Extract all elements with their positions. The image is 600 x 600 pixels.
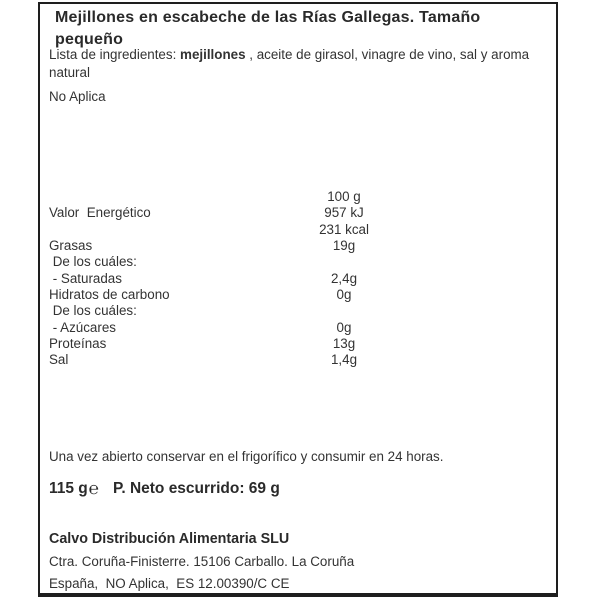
nutrient-value: 0g: [336, 319, 352, 335]
nutrition-row-salt: Sal 1,4g: [49, 352, 551, 368]
ingredient-highlighted: mejillones: [180, 47, 246, 62]
nutrient-value: 2,4g: [330, 270, 358, 286]
estimated-sign-icon: ℮: [88, 479, 99, 498]
nutrition-table: 100 g Valor Energético 957 kJ 231 kcal G…: [49, 189, 551, 369]
nutrient-value: [289, 254, 399, 270]
nutrition-row-energy-kcal: 231 kcal: [49, 222, 551, 238]
nutrition-column-header: 100 g: [327, 189, 361, 204]
ingredients-prefix: Lista de ingredientes:: [49, 47, 181, 62]
manufacturer-block: Calvo Distribución Alimentaria SLU Ctra.…: [49, 528, 551, 596]
nutrient-value: 1,4g: [330, 352, 358, 368]
nutrition-row-protein: Proteínas 13g: [49, 336, 551, 352]
ingredients-line: Lista de ingredientes: mejillones , acei…: [49, 46, 551, 82]
nutrition-row-of-which-carbs: De los cuáles:: [49, 303, 551, 319]
manufacturer-name: Calvo Distribución Alimentaria SLU: [49, 531, 290, 547]
nutrient-label: De los cuáles:: [49, 254, 137, 270]
nutrient-label: Hidratos de carbono: [49, 287, 170, 303]
manufacturer-origin: España, NO Aplica, ES 12.00390/C CE: [49, 576, 290, 592]
drained-weight: P. Neto escurrido: 69 g: [112, 480, 280, 497]
allergens-note: No Aplica: [49, 89, 106, 104]
manufacturer-address: Ctra. Coruña-Finisterre. 15106 Carballo.…: [49, 553, 355, 569]
nutrient-label: Sal: [49, 352, 69, 368]
nutrition-row-fat: Grasas 19g: [49, 238, 551, 254]
nutrition-header-row: 100 g: [49, 189, 551, 205]
nutrient-label: [49, 222, 289, 238]
product-title: Mejillones en escabeche de las Rías Gall…: [55, 9, 481, 48]
nutrition-row-sugars: - Azúcares 0g: [49, 320, 551, 336]
nutrient-value: 957 kJ: [324, 205, 364, 221]
storage-instructions: Una vez abierto conservar en el frigoríf…: [49, 449, 444, 464]
nutrient-label: Valor Energético: [49, 205, 151, 221]
nutrient-value: 13g: [332, 336, 356, 352]
nutrition-row-of-which-fat: De los cuáles:: [49, 254, 551, 270]
nutrient-value: 0g: [336, 287, 352, 303]
nutrient-label: Proteínas: [49, 336, 107, 352]
label-document: Mejillones en escabeche de las Rías Gall…: [38, 2, 558, 597]
ingredients-rest: , aceite de girasol, vinagre de vino, sa…: [49, 47, 530, 80]
nutrition-header-spacer: [49, 189, 289, 205]
net-weight: 115 g: [49, 480, 88, 497]
net-quantity-line: 115 g℮ P. Neto escurrido: 69 g: [49, 478, 551, 500]
nutrient-value: 231 kcal: [319, 221, 369, 237]
nutrition-row-saturates: - Saturadas 2,4g: [49, 271, 551, 287]
nutrient-value: 19g: [332, 238, 356, 254]
nutrient-value: [289, 303, 399, 319]
nutrition-row-carbohydrate: Hidratos de carbono 0g: [49, 287, 551, 303]
nutrient-label: - Saturadas: [49, 270, 122, 286]
nutrition-row-energy: Valor Energético 957 kJ: [49, 205, 551, 221]
nutrient-label: - Azúcares: [49, 319, 116, 335]
nutrient-label: Grasas: [49, 238, 93, 254]
nutrient-label: De los cuáles:: [49, 303, 137, 319]
